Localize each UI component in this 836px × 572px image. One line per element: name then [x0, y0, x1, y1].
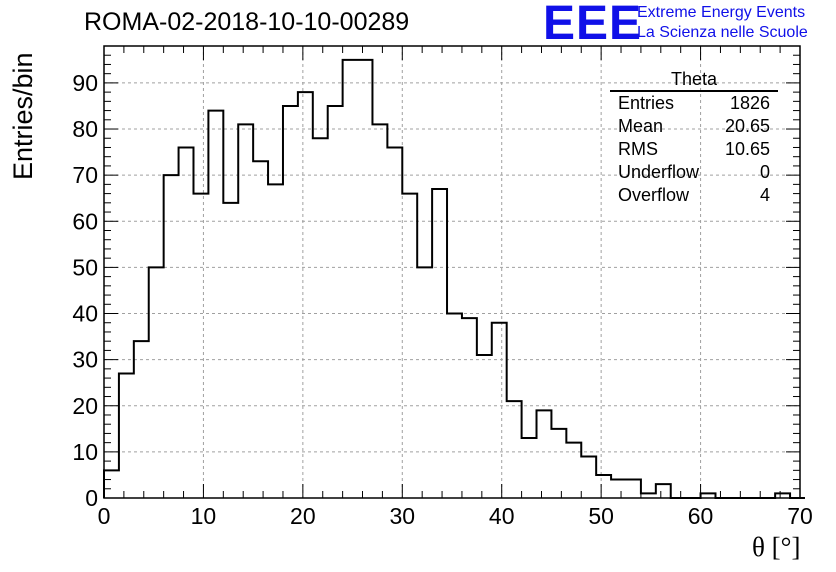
histogram-bin [223, 203, 238, 498]
stats-row-overflow: Overflow 4 [610, 184, 778, 207]
stats-title: Theta [610, 68, 778, 92]
y-tick-label: 20 [72, 393, 98, 419]
axes [103, 45, 801, 499]
histogram-bin [462, 318, 477, 498]
x-tick-label: 10 [191, 503, 217, 529]
stats-row-underflow: Underflow 0 [610, 161, 778, 184]
x-tick-label: 40 [489, 503, 515, 529]
stats-label: RMS [618, 139, 658, 159]
histogram-bin [522, 438, 537, 498]
histogram-bin [566, 443, 581, 498]
x-tick-label: 60 [688, 503, 714, 529]
histogram-bin [596, 475, 611, 498]
histogram-bin [119, 373, 134, 498]
y-tick-label: 10 [72, 439, 98, 465]
x-tick-label: 0 [98, 503, 111, 529]
stats-value: 10.65 [724, 139, 770, 159]
histogram-bin [537, 410, 552, 498]
x-tick-label: 20 [290, 503, 316, 529]
histogram-bin [343, 60, 358, 498]
histogram-bin [492, 323, 507, 498]
histogram-bin [238, 124, 253, 498]
x-tick-label: 50 [588, 503, 614, 529]
histogram-bin [149, 267, 164, 498]
histogram-bin [551, 429, 566, 498]
histogram-bin [164, 175, 179, 498]
histogram-series [103, 58, 805, 499]
logo-tagline-2: La Scienza nelle Scuole [637, 24, 808, 41]
histogram-bin [298, 92, 313, 498]
histogram-bin [581, 456, 596, 498]
histogram-bin [328, 106, 343, 498]
x-axis-label: θ [°] [752, 532, 801, 562]
stats-label: Underflow [618, 162, 700, 182]
histogram-bin [313, 138, 328, 498]
stats-value: 20.65 [724, 116, 770, 136]
histogram-bin [417, 267, 432, 498]
x-tick-label: 30 [389, 503, 415, 529]
histogram-bin [104, 470, 119, 498]
histogram-bin [477, 355, 492, 498]
stats-label: Overflow [618, 185, 690, 205]
histogram-bin [179, 147, 194, 498]
y-tick-label: 30 [72, 347, 98, 373]
logo-tagline-1: Extreme Energy Events [637, 4, 806, 21]
y-tick-label: 60 [72, 208, 98, 234]
histogram-bin [253, 161, 268, 498]
stats-label: Entries [618, 93, 675, 113]
y-tick-label: 0 [85, 485, 98, 511]
histogram-bin [507, 401, 522, 498]
histogram-bin [283, 106, 298, 498]
stats-row-entries: Entries 1826 [610, 92, 778, 115]
plot-frame [103, 45, 801, 499]
histogram-bin [372, 124, 387, 498]
histogram-bin [656, 484, 671, 498]
chart-title: ROMA-02-2018-10-10-00289 [84, 8, 410, 36]
y-tick-label: 40 [72, 301, 98, 327]
histogram-outline [103, 58, 805, 499]
x-tick-label: 70 [787, 503, 813, 529]
histogram-bin [358, 60, 373, 498]
stats-label: Mean [618, 116, 664, 136]
y-tick-label: 90 [72, 70, 98, 96]
histogram-bin [626, 480, 641, 498]
histogram-bin [268, 184, 283, 498]
y-tick-label: 50 [72, 254, 98, 280]
y-axis-label: Entries/bin [8, 52, 38, 180]
histogram-bin [208, 111, 223, 498]
stats-row-mean: Mean 20.65 [610, 115, 778, 138]
stats-value: 4 [759, 185, 770, 205]
stats-row-rms: RMS 10.65 [610, 138, 778, 161]
stats-value: 1826 [729, 93, 770, 113]
y-tick-label: 80 [72, 116, 98, 142]
y-tick-label: 70 [72, 162, 98, 188]
histogram-bin [611, 480, 626, 498]
histogram-bin [134, 341, 149, 498]
eee-logo: EEE [543, 0, 643, 50]
histogram-bin [387, 147, 402, 498]
stats-box: Theta Entries 1826 Mean 20.65 RMS 10.65 … [610, 68, 778, 207]
stats-value: 0 [759, 162, 770, 182]
